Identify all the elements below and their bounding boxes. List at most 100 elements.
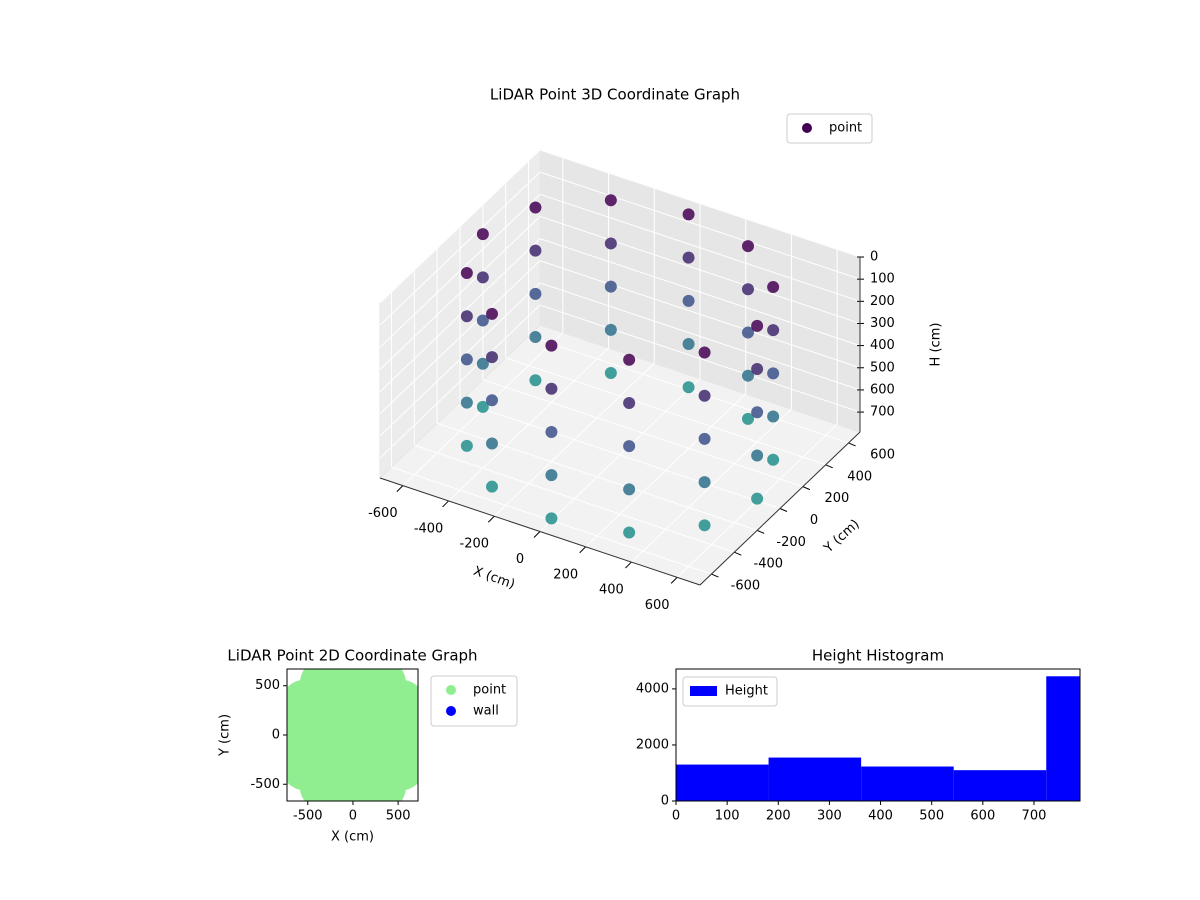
point	[682, 381, 695, 394]
legend-box	[786, 113, 873, 144]
x-tick	[533, 531, 541, 538]
x-tick-label: 400	[868, 809, 893, 824]
point	[698, 346, 711, 359]
point	[476, 400, 489, 413]
bar	[676, 764, 769, 801]
x-tick-label: 200	[766, 809, 791, 824]
grid-line	[414, 444, 735, 553]
point	[460, 439, 473, 452]
point	[529, 201, 542, 214]
legend-box	[682, 676, 778, 707]
point	[751, 492, 764, 505]
x-tick	[670, 577, 678, 584]
x-tick-label: 0	[516, 552, 524, 567]
point	[698, 476, 711, 489]
point	[326, 709, 379, 761]
grid-line	[505, 357, 826, 466]
point	[623, 526, 636, 539]
point	[767, 324, 780, 337]
grid-line	[539, 215, 861, 324]
point	[623, 396, 636, 409]
x-tick	[625, 561, 632, 569]
point	[460, 267, 473, 280]
point	[604, 237, 617, 250]
x-tick	[442, 500, 449, 508]
grid-line	[379, 171, 541, 326]
point	[486, 437, 498, 450]
point	[545, 339, 558, 352]
chart-title: LiDAR Point 3D Coordinate Graph	[490, 86, 740, 104]
y-tick-label: 400	[847, 469, 872, 484]
z-tick-label: 100	[870, 272, 895, 287]
point	[682, 251, 695, 264]
x-tick-label: 600	[970, 809, 995, 824]
point	[476, 357, 489, 370]
point	[623, 440, 636, 453]
y-tick	[734, 551, 742, 556]
point	[623, 353, 636, 366]
point	[529, 374, 542, 387]
x-axis-label: X (cm)	[331, 830, 374, 845]
point	[698, 519, 711, 532]
y-tick-label: 0	[272, 728, 280, 743]
point	[767, 453, 780, 466]
point	[742, 369, 754, 382]
z-tick-label: 700	[870, 405, 895, 420]
axes-frame	[675, 668, 1081, 802]
x-tick-label: -600	[368, 506, 398, 521]
point	[751, 363, 764, 376]
x-tick-label: 400	[599, 583, 624, 598]
x-tick-label: 300	[817, 809, 842, 824]
point	[545, 425, 558, 438]
grid-line	[459, 401, 781, 509]
y-tick	[779, 508, 788, 512]
legend-label: point	[473, 683, 506, 698]
grid-line	[539, 193, 861, 302]
point	[545, 512, 558, 525]
y-tick-label: 0	[661, 794, 669, 809]
point	[767, 367, 780, 380]
z-axis-label: H (cm)	[929, 323, 944, 367]
x-axis-label: X (cm)	[471, 564, 517, 593]
point	[623, 483, 636, 496]
y-tick-label: 2000	[636, 737, 669, 752]
legend-marker	[690, 686, 717, 696]
point	[545, 469, 558, 482]
bar	[768, 757, 862, 801]
x-tick-label: 100	[715, 809, 740, 824]
grid-line	[539, 238, 861, 347]
x-tick-label: 700	[1022, 809, 1047, 824]
point	[742, 326, 754, 339]
point	[529, 287, 542, 300]
x-tick-label: -400	[414, 521, 444, 536]
grid-line	[539, 282, 861, 391]
point	[460, 310, 473, 323]
y-tick-label: -200	[776, 535, 806, 550]
point	[486, 351, 498, 364]
z-tick-label: 0	[870, 250, 878, 265]
bar	[861, 766, 954, 801]
legend-marker	[802, 123, 812, 133]
grid-line	[379, 282, 541, 437]
y-tick-label: -500	[250, 777, 280, 792]
point	[682, 294, 695, 307]
legend-label: point	[829, 121, 862, 136]
plot-area	[287, 669, 418, 801]
point	[698, 432, 711, 445]
x-tick-label: 200	[553, 567, 578, 582]
point	[545, 382, 558, 395]
point	[751, 406, 764, 419]
grid-line	[539, 171, 861, 280]
x-tick-label: 500	[919, 809, 944, 824]
x-tick	[579, 546, 587, 554]
x-tick-label: 500	[386, 809, 411, 824]
y-tick-label: -600	[731, 579, 761, 594]
grid-line	[539, 149, 861, 258]
grid-line	[379, 260, 541, 415]
point	[751, 449, 764, 462]
legend-marker	[446, 685, 456, 695]
point	[604, 367, 617, 380]
grid-line	[379, 149, 541, 304]
point	[529, 331, 542, 344]
